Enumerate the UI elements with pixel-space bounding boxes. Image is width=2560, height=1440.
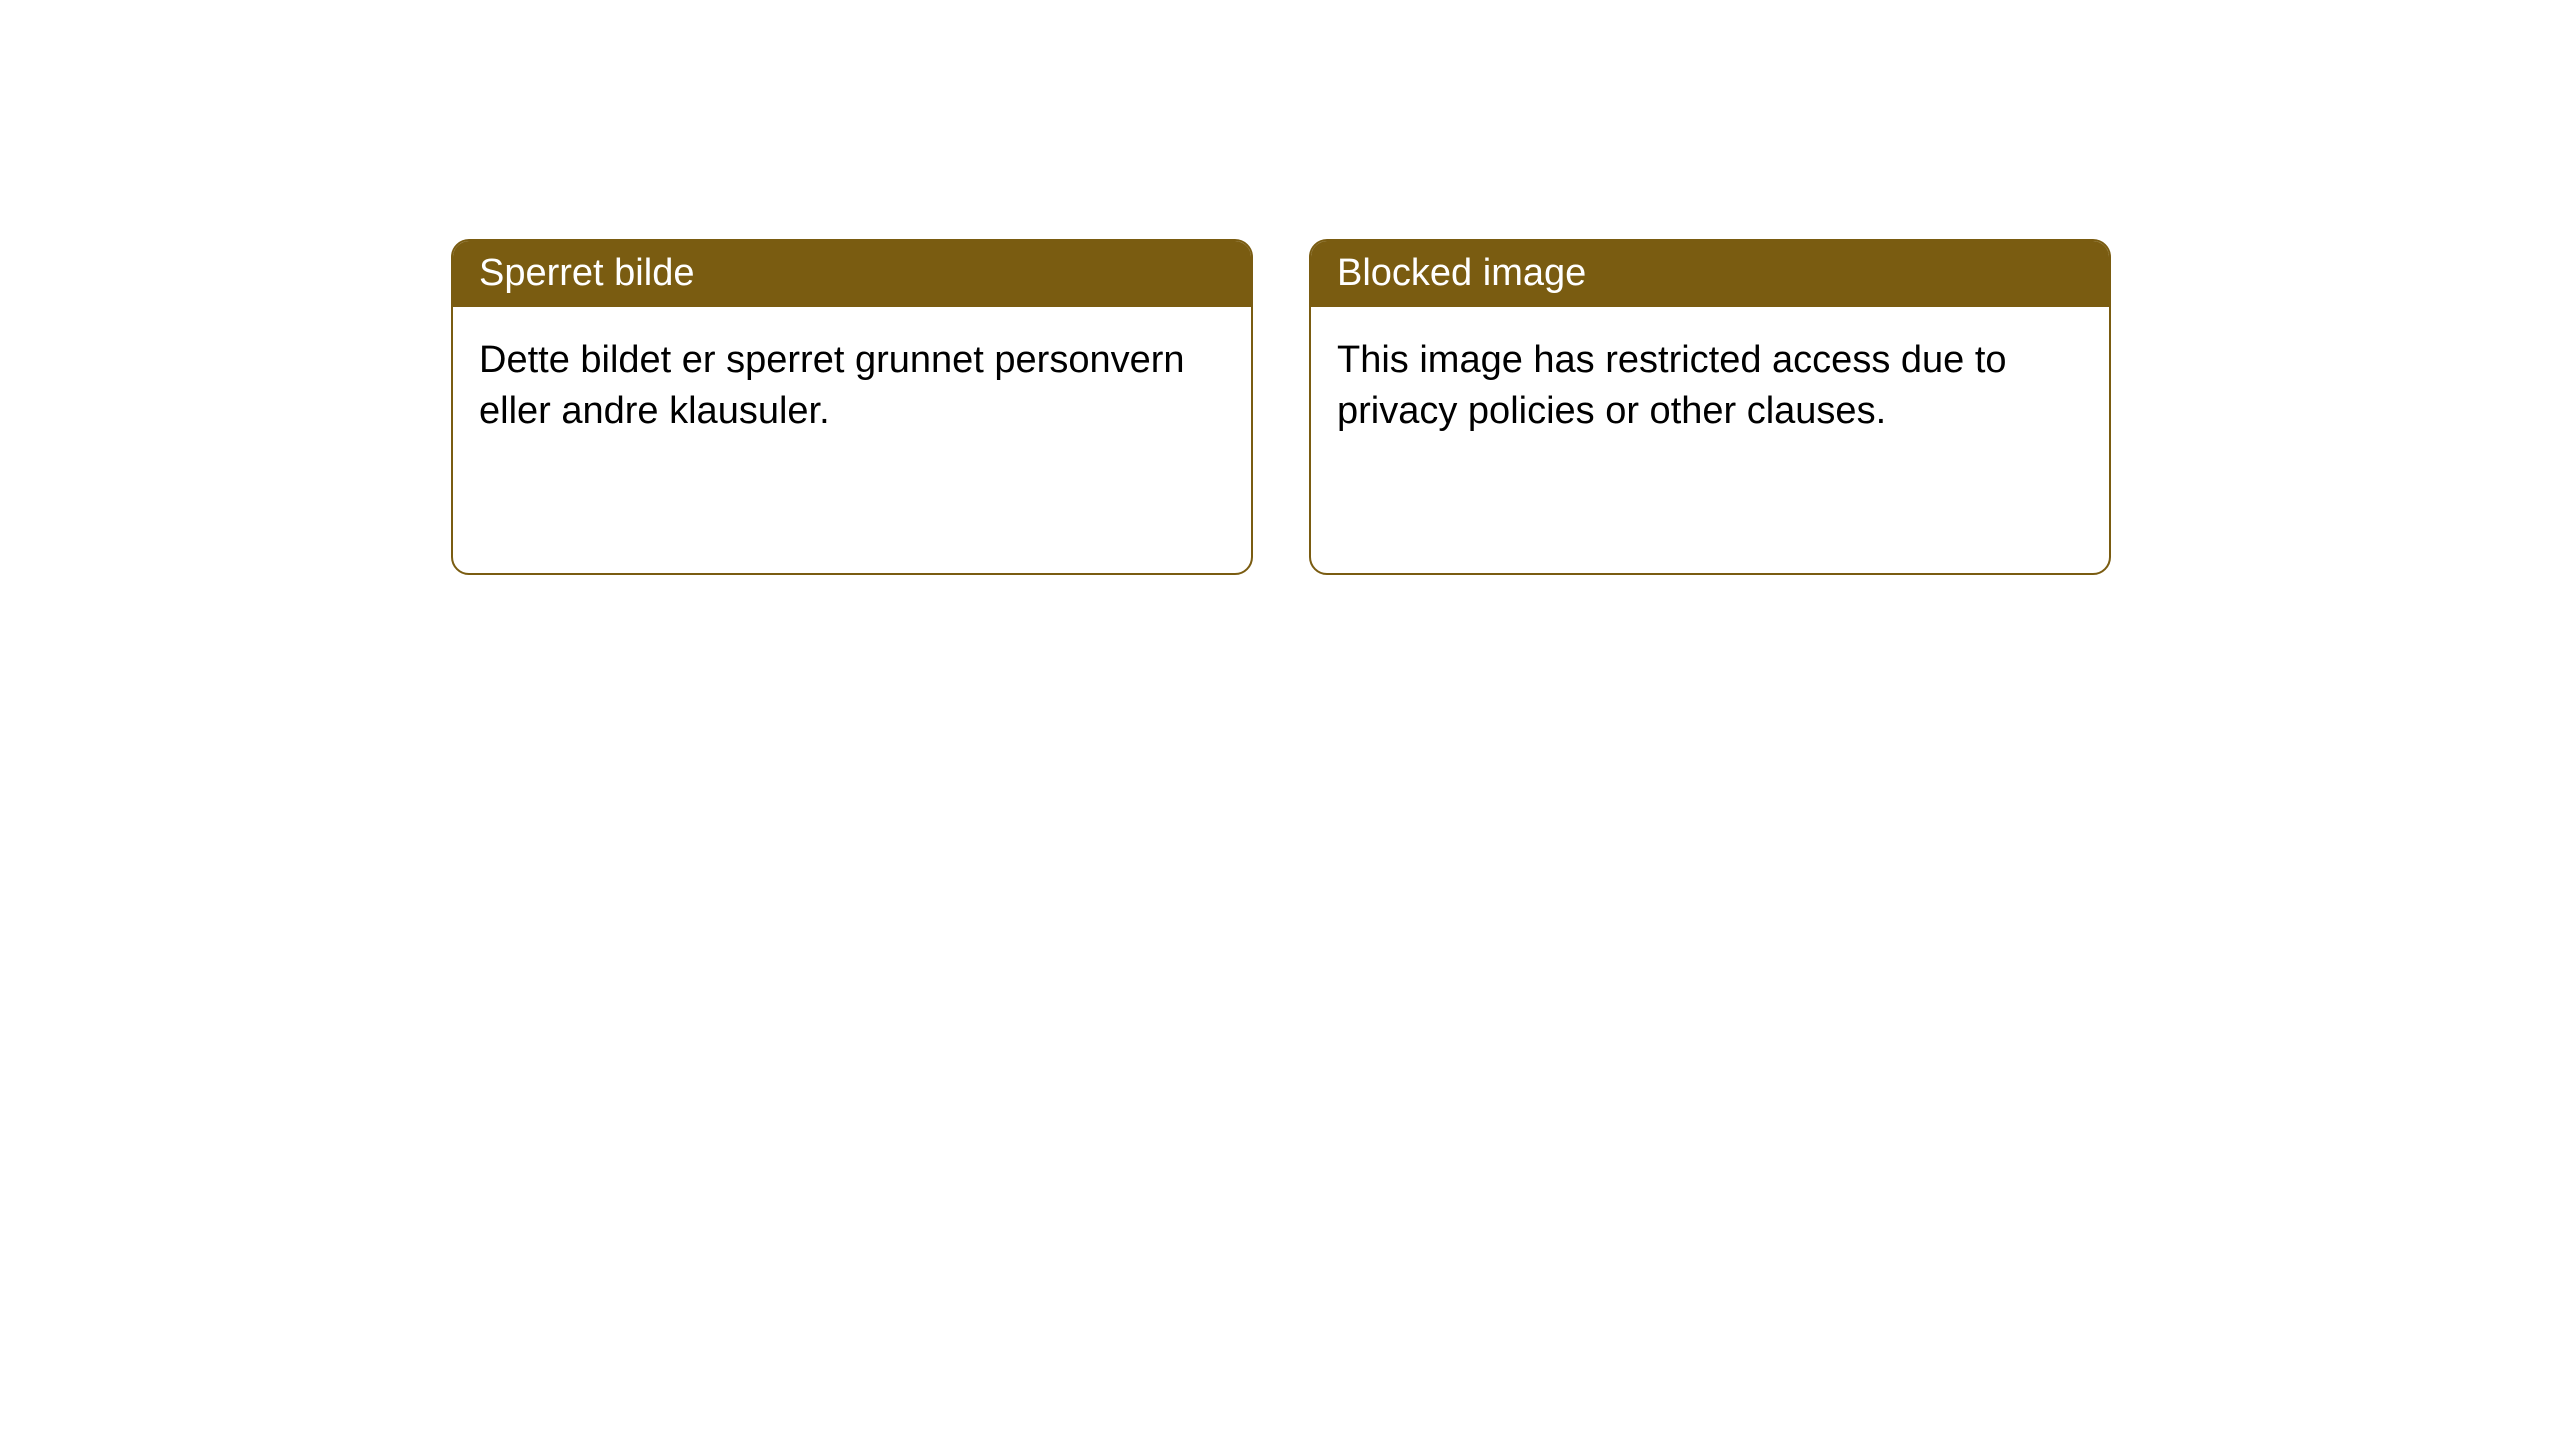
card-title-norwegian: Sperret bilde	[479, 252, 694, 294]
card-header-english: Blocked image	[1311, 241, 2109, 307]
card-header-norwegian: Sperret bilde	[453, 241, 1251, 307]
card-body-norwegian: Dette bildet er sperret grunnet personve…	[453, 307, 1251, 466]
card-title-english: Blocked image	[1337, 252, 1586, 294]
card-body-english: This image has restricted access due to …	[1311, 307, 2109, 466]
card-text-english: This image has restricted access due to …	[1337, 339, 2007, 432]
notice-card-english: Blocked image This image has restricted …	[1309, 239, 2111, 575]
notice-card-norwegian: Sperret bilde Dette bildet er sperret gr…	[451, 239, 1253, 575]
notice-container: Sperret bilde Dette bildet er sperret gr…	[451, 239, 2111, 575]
card-text-norwegian: Dette bildet er sperret grunnet personve…	[479, 339, 1185, 432]
